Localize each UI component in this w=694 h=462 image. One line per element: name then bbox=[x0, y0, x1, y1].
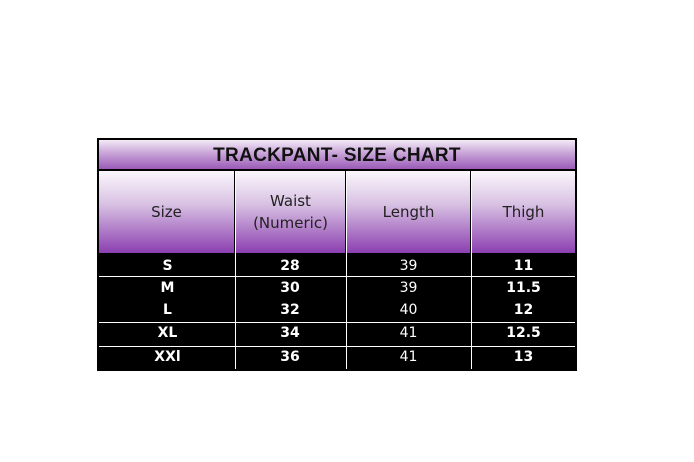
cell-thigh: 12 bbox=[513, 302, 534, 318]
header-length: Length bbox=[347, 171, 470, 253]
cell-thigh: 11.5 bbox=[506, 280, 541, 296]
cell-length: 41 bbox=[399, 349, 418, 365]
cell-waist: 36 bbox=[280, 349, 300, 365]
cell-size: L bbox=[163, 302, 172, 318]
cell-thigh: 13 bbox=[513, 349, 534, 365]
cell-length: 40 bbox=[399, 302, 418, 318]
header-size: Size bbox=[99, 171, 234, 253]
table-title: TRACKPANT- SIZE CHART bbox=[99, 140, 575, 169]
cell-thigh: 11 bbox=[513, 258, 534, 274]
cell-length: 39 bbox=[399, 258, 418, 274]
header-thigh: Thigh bbox=[472, 171, 575, 253]
column-divider bbox=[346, 171, 347, 369]
size-chart-table: TRACKPANT- SIZE CHART Size Waist (Numeric… bbox=[97, 138, 577, 371]
cell-size: S bbox=[162, 258, 173, 274]
cell-length: 39 bbox=[399, 280, 418, 296]
header-waist: Waist (Numeric) bbox=[236, 171, 345, 253]
row-divider bbox=[99, 276, 575, 277]
column-divider bbox=[235, 171, 236, 369]
cell-size: M bbox=[160, 280, 175, 296]
cell-length: 41 bbox=[399, 325, 418, 341]
cell-waist: 30 bbox=[280, 280, 300, 296]
cell-size: XXl bbox=[154, 349, 181, 365]
header-waist-line1: Waist bbox=[270, 192, 311, 210]
cell-waist: 32 bbox=[280, 302, 300, 318]
column-divider bbox=[471, 171, 472, 369]
cell-size: XL bbox=[157, 325, 178, 341]
row-divider bbox=[99, 322, 575, 323]
header-waist-line2: (Numeric) bbox=[253, 214, 328, 232]
cell-waist: 28 bbox=[280, 258, 300, 274]
row-divider bbox=[99, 346, 575, 347]
cell-waist: 34 bbox=[280, 325, 300, 341]
cell-thigh: 12.5 bbox=[506, 325, 541, 341]
